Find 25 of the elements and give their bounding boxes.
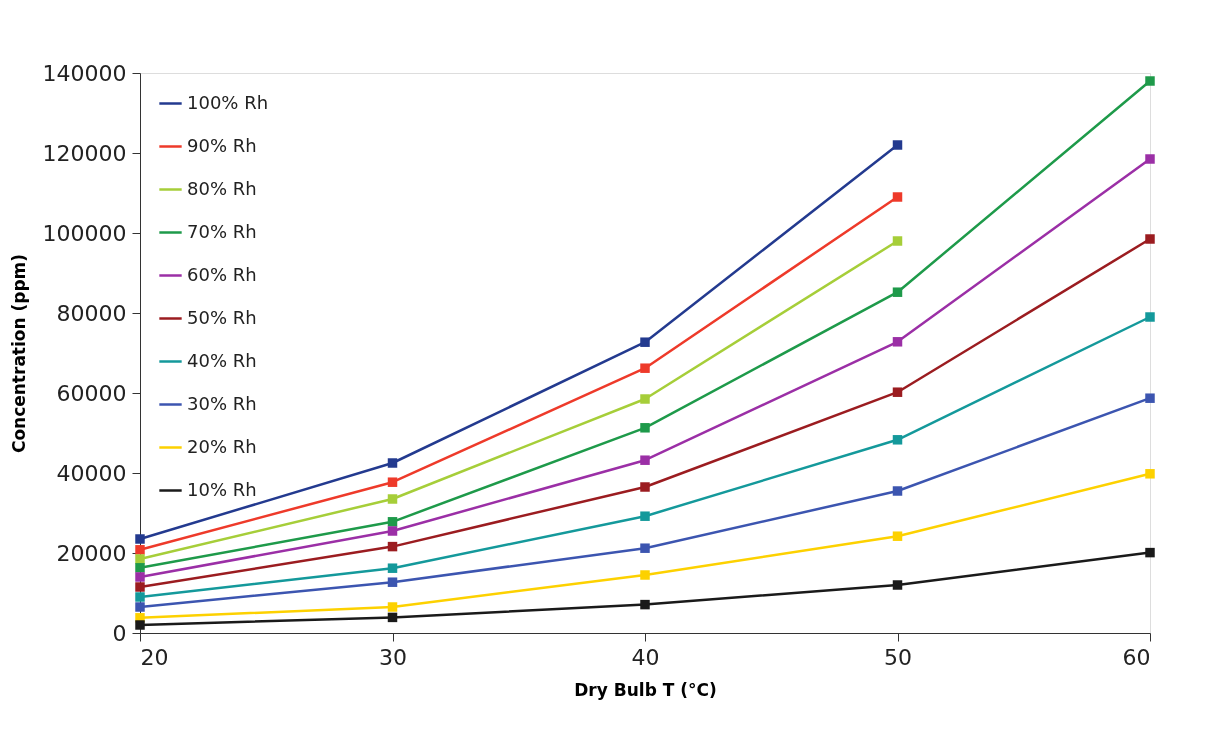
y-tick-label: 60000	[56, 380, 127, 406]
y-tick-label: 0	[112, 620, 127, 646]
y-tick-label: 120000	[42, 140, 127, 166]
legend-label: 80% Rh	[187, 177, 257, 199]
y-tick-label: 100000	[42, 220, 127, 246]
legend-label: 20% Rh	[187, 435, 257, 457]
legend-label: 100% Rh	[187, 91, 269, 113]
x-tick-label: 30	[379, 644, 407, 670]
x-tick-label: 60	[1122, 644, 1151, 670]
y-tick-label: 140000	[42, 60, 127, 86]
y-tick-label: 20000	[56, 540, 127, 566]
legend-label: 90% Rh	[187, 134, 257, 156]
legend-label: 40% Rh	[187, 349, 257, 371]
y-tick-label: 40000	[56, 460, 127, 486]
x-tick-label: 20	[140, 644, 169, 670]
x-axis-title: Dry Bulb T (°C)	[574, 679, 717, 700]
legend-label: 60% Rh	[187, 263, 257, 285]
x-tick-label: 50	[884, 644, 912, 670]
y-tick-label: 80000	[56, 300, 127, 326]
legend-label: 10% Rh	[187, 478, 257, 500]
legend-label: 70% Rh	[187, 220, 257, 242]
x-tick-label: 40	[631, 644, 660, 670]
legend-label: 50% Rh	[187, 306, 257, 328]
legend-label: 30% Rh	[187, 392, 257, 414]
y-axis-title: Concentration (ppm)	[8, 253, 29, 454]
